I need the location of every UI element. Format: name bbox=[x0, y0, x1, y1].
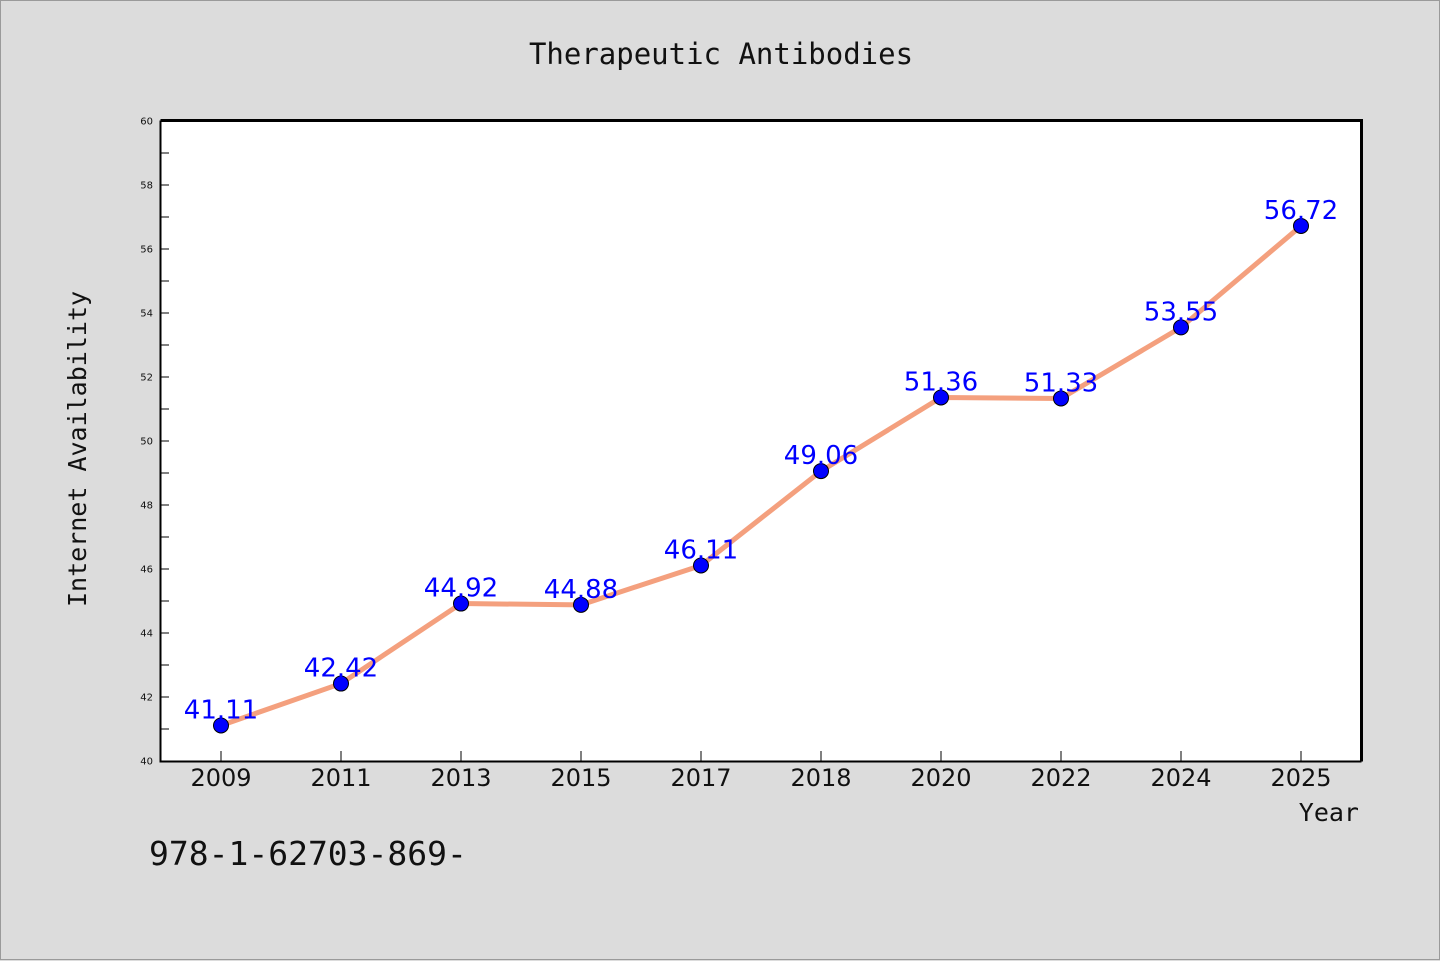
data-point bbox=[333, 675, 349, 692]
x-axis: 2009 2011 2013 2015 2017 2018 2020 2022 2024 2025 bbox=[190, 751, 1332, 792]
data-point bbox=[573, 596, 589, 613]
data-label: 53.55 bbox=[1144, 297, 1218, 327]
x-axis-label: Year bbox=[1299, 798, 1359, 827]
data-label: 46.11 bbox=[664, 535, 738, 565]
y-tick-label: 60 bbox=[140, 117, 153, 128]
y-tick-label: 56 bbox=[140, 245, 153, 256]
x-tick-label: 2022 bbox=[1030, 764, 1091, 792]
data-point bbox=[1293, 217, 1309, 234]
y-tick-label: 46 bbox=[140, 565, 153, 576]
data-point bbox=[453, 595, 469, 612]
x-tick-label: 2017 bbox=[670, 764, 731, 792]
x-tick-label: 2025 bbox=[1270, 764, 1331, 792]
chart-title: Therapeutic Antibodies bbox=[529, 37, 913, 71]
plot-border bbox=[160, 119, 1363, 762]
y-tick-label: 44 bbox=[140, 629, 153, 640]
y-tick-label: 52 bbox=[140, 373, 153, 384]
x-tick-label: 2013 bbox=[430, 764, 491, 792]
y-tick-label: 50 bbox=[140, 437, 153, 448]
data-label: 56.72 bbox=[1264, 196, 1338, 226]
footnote: 978-1-62703-869- bbox=[149, 834, 467, 873]
series-layer: 41.11 42.42 44.92 44.88 46.11 49.06 51.36 51.33… bbox=[184, 196, 1338, 734]
axis-lines bbox=[159, 120, 1362, 763]
x-tick-label: 2009 bbox=[190, 764, 251, 792]
data-point bbox=[813, 463, 829, 480]
data-label: 41.11 bbox=[184, 695, 258, 725]
y-tick-label: 54 bbox=[140, 309, 153, 320]
data-point bbox=[1053, 390, 1069, 407]
y-tick-label: 40 bbox=[140, 757, 153, 768]
data-point bbox=[213, 717, 229, 734]
data-point bbox=[1173, 319, 1189, 336]
data-label: 42.42 bbox=[304, 654, 378, 684]
data-point bbox=[933, 389, 949, 406]
y-tick-label: 48 bbox=[140, 501, 153, 512]
data-label: 49.06 bbox=[784, 441, 858, 471]
data-label: 44.92 bbox=[424, 574, 498, 604]
data-label: 51.33 bbox=[1024, 368, 1098, 398]
x-tick-label: 2020 bbox=[910, 764, 971, 792]
data-label: 51.36 bbox=[904, 367, 978, 397]
y-axis-label: Internet Availability bbox=[63, 291, 92, 607]
data-label: 44.88 bbox=[544, 575, 618, 605]
x-tick-label: 2018 bbox=[790, 764, 851, 792]
y-tick-label: 58 bbox=[140, 181, 153, 192]
x-tick-label: 2011 bbox=[310, 764, 371, 792]
y-tick-label: 42 bbox=[140, 693, 153, 704]
y-axis: 40 42 44 46 48 50 52 54 56 58 60 bbox=[140, 117, 169, 768]
x-tick-label: 2015 bbox=[550, 764, 611, 792]
series-line bbox=[218, 223, 1304, 728]
data-point bbox=[693, 557, 709, 574]
x-tick-label: 2024 bbox=[1150, 764, 1211, 792]
plot-area bbox=[160, 120, 1362, 762]
